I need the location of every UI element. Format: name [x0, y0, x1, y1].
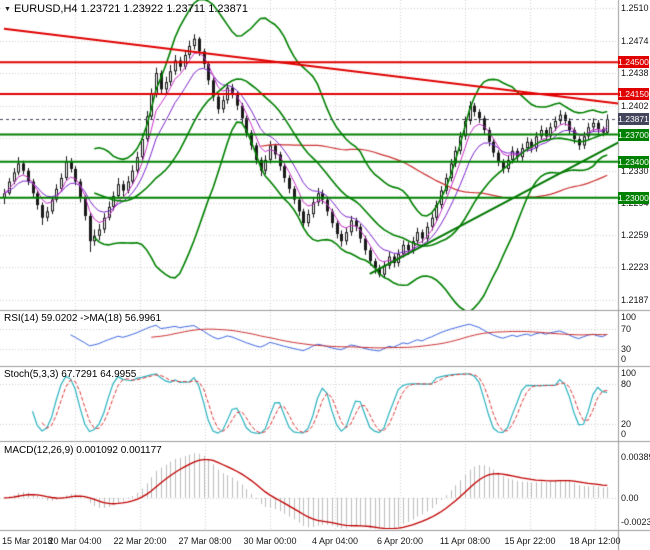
symbol-ohlc-label: EURUSD,H4 1.23721 1.23922 1.23711 1.2387… [13, 3, 248, 15]
rsi-indicator-label: RSI(14) 59.0202 ->MA(18) 56.9961 [4, 313, 162, 324]
stochastic-indicator-label: Stoch(5,3,3) 67.7291 64.9955 [4, 369, 137, 380]
ohlc-marker-icon: ▼ [4, 6, 11, 13]
macd-indicator-label: MACD(12,26,9) 0.001092 0.001177 [4, 445, 162, 456]
chart-title: ▼ EURUSD,H4 1.23721 1.23922 1.23711 1.238… [4, 3, 248, 15]
